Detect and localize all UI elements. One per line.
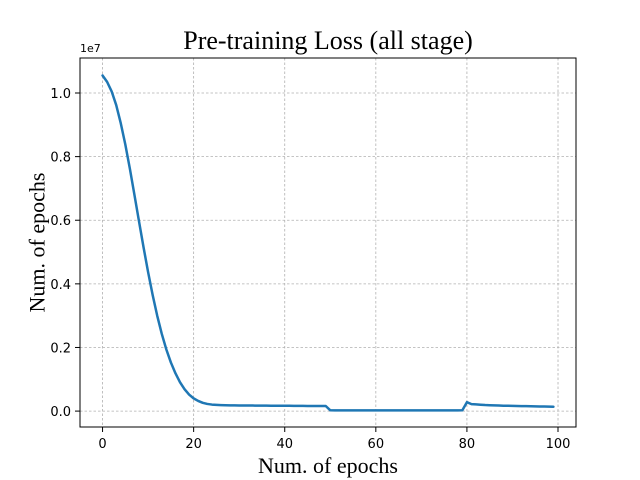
y-tick-label: 0.0: [50, 405, 71, 420]
x-tick-label: 40: [276, 437, 293, 452]
y-tick-label: 0.6: [50, 214, 71, 229]
chart-title: Pre-training Loss (all stage): [183, 26, 473, 55]
x-tick-label: 60: [368, 437, 385, 452]
plot-frame: [79, 57, 577, 428]
y-tick-label: 1.0: [50, 87, 71, 102]
y-tick-label: 0.8: [50, 151, 71, 166]
grid-lines: [80, 58, 576, 427]
y-tick-label: 0.2: [50, 341, 71, 356]
x-axis-label: Num. of epochs: [258, 453, 398, 478]
y-tick-label: 0.4: [50, 278, 71, 293]
y-offset-label: 1e7: [80, 42, 101, 55]
x-tick-label: 100: [546, 437, 571, 452]
x-tick-label: 0: [98, 437, 106, 452]
axis-ticks: 0 20 40 60 80 100 0.0 0.2 0.4 0.6 0.8 1.0: [50, 87, 570, 452]
y-axis-label: Num. of epochs: [25, 173, 50, 313]
x-tick-label: 80: [459, 437, 476, 452]
loss-series-line: [101, 74, 555, 412]
x-tick-label: 20: [185, 437, 202, 452]
